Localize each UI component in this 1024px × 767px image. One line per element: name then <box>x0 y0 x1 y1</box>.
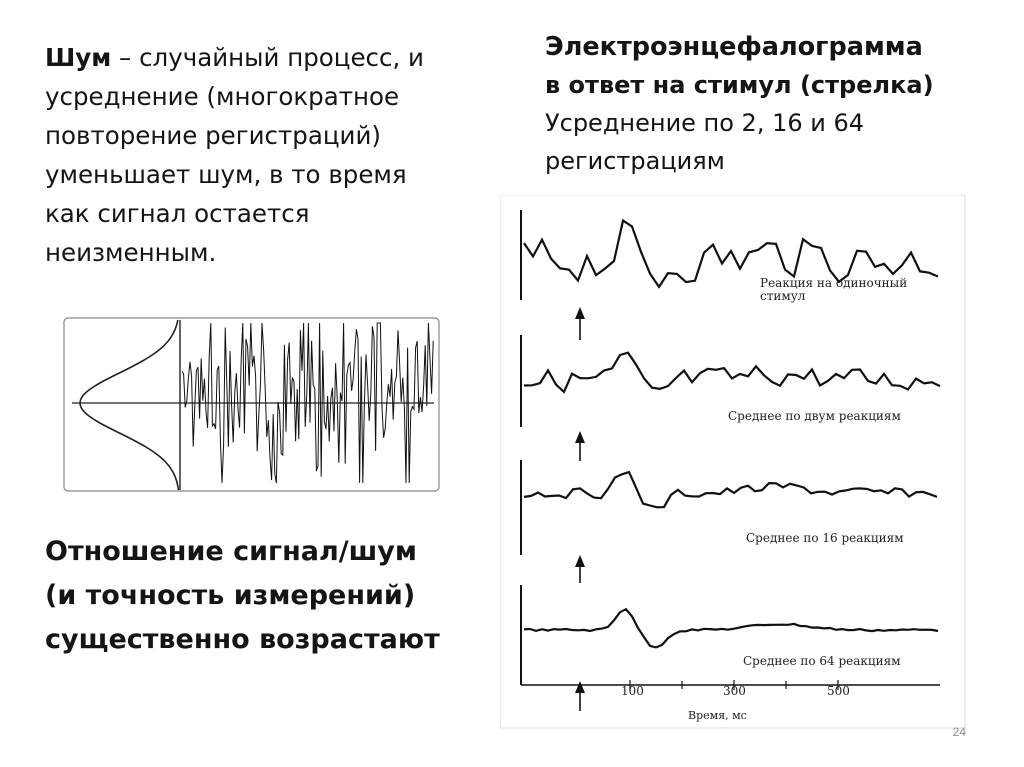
noise-description-line-1: Шум – случайный процесс, и <box>45 43 424 72</box>
conclusion-line-1: Отношение сигнал/шум <box>45 536 417 567</box>
time-axis-label: Время, мс <box>688 709 747 722</box>
noise-distribution-figure <box>63 317 440 492</box>
eeg-trace-sixteen-averaged <box>523 470 938 509</box>
conclusion-line-2: (и точность измерений) <box>45 580 416 611</box>
tick-label-300: 300 <box>723 684 746 698</box>
eeg-averaging-figure: Реакция на одиночный стимул Среднее по д… <box>500 195 966 729</box>
eeg-trace-single <box>523 218 939 289</box>
conclusion-line-3: существенно возрастают <box>45 624 440 655</box>
eeg-subtitle: в ответ на стимул (стрелка) <box>545 71 934 99</box>
tick-label-100: 100 <box>621 684 644 698</box>
noise-description-line-5: как сигнал остается <box>45 199 310 228</box>
eeg-panel-single: Реакция на одиночный стимул <box>520 210 939 340</box>
eeg-panel-1-label-line-1: Реакция на одиночный <box>760 276 907 290</box>
noise-trace <box>181 322 434 484</box>
stimulus-arrow-2 <box>575 431 585 461</box>
conclusion-text: Отношение сигнал/шум (и точность измерен… <box>45 530 505 662</box>
eeg-trace-sixtyfour-averaged <box>523 607 939 649</box>
noise-description: Шум – случайный процесс, и усреднение (м… <box>45 38 505 272</box>
noise-description-line-3: повторение регистраций) <box>45 121 381 150</box>
eeg-panel-4-label: Среднее по 64 реакциям <box>743 654 901 668</box>
stimulus-arrow-3 <box>575 555 585 583</box>
noise-description-line-2: усреднение (многократное <box>45 82 400 111</box>
time-axis-ticks <box>629 680 839 690</box>
noise-description-line-4: уменьшает шум, в то время <box>45 160 407 189</box>
eeg-title-block: Электроэнцефалограмма в ответ на стимул … <box>545 28 1015 180</box>
gaussian-curve <box>79 319 180 491</box>
tick-label-500: 500 <box>827 684 850 698</box>
noise-description-line-6: неизменным. <box>45 238 217 267</box>
eeg-panel-3-label: Среднее по 16 реакциям <box>746 531 904 545</box>
eeg-title: Электроэнцефалограмма <box>545 32 923 62</box>
eeg-registrations-line: регистрациям <box>545 147 725 175</box>
stimulus-arrow-4 <box>575 681 585 711</box>
eeg-panel-sixteen: Среднее по 16 реакциям <box>520 460 938 583</box>
eeg-trace-two-averaged <box>523 351 941 394</box>
eeg-averaging-line: Усреднение по 2, 16 и 64 <box>545 109 865 137</box>
stimulus-arrow-1 <box>575 307 585 340</box>
noise-heading: Шум <box>45 43 112 72</box>
slide-number: 24 <box>952 725 966 739</box>
eeg-panel-1-label-line-2: стимул <box>760 289 806 303</box>
eeg-panel-2-label: Среднее по двум реакциям <box>728 409 901 423</box>
eeg-panel-two: Среднее по двум реакциям <box>520 335 941 461</box>
eeg-panel-sixtyfour: Среднее по 64 реакциям 100 300 500 Время… <box>520 585 940 722</box>
